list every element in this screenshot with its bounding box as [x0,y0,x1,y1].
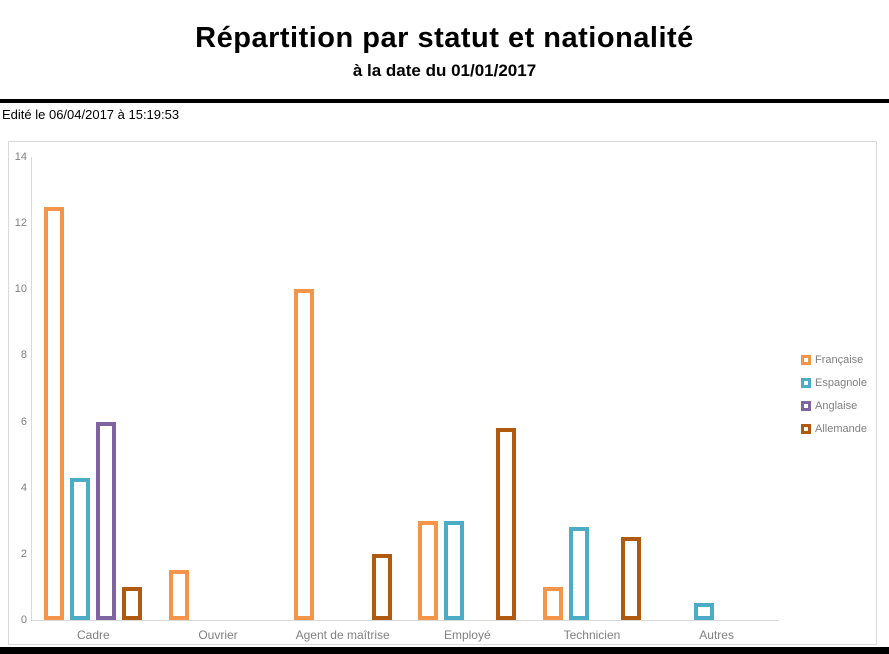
header-divider [0,99,889,103]
edited-timestamp: Edité le 06/04/2017 à 15:19:53 [2,107,180,122]
bar-group-autres [654,157,779,620]
y-tick-label-14: 14 [14,151,27,163]
bar-group-cadre [31,157,156,620]
page-title: Répartition par statut et nationalité [195,22,694,54]
bar-group-ouvrier [156,157,281,620]
bar-espagnole-technicien [568,527,589,620]
bar-group-agent-de-maitrise [280,157,405,620]
y-tick-label-2: 2 [20,547,27,560]
bar-allemande-technicien [620,537,641,620]
legend-swatch-icon [801,424,811,434]
page-subtitle: à la date du 01/01/2017 [352,61,537,80]
x-category-label-technicien: Technicien [563,628,621,642]
bar-espagnole-employe [444,520,465,620]
bar-francaise-employe [418,520,439,620]
legend-item-anglaise: Anglaise [801,399,867,413]
legend-item-allemande: Allemande [801,422,867,436]
bar-chart: 0 2 4 6 8 10 12 14 Cadre Ouvrier Agent de maîtris… [8,141,877,645]
y-tick-label-6: 6 [20,415,27,428]
legend-swatch-icon [801,401,811,411]
bar-francaise-technicien [542,586,563,620]
bar-espagnole-autres [693,603,714,620]
bar-francaise-ouvrier [168,570,189,620]
legend-label: Anglaise [815,400,858,412]
y-tick-label-0: 0 [20,614,27,626]
x-category-label-agent-de-maitrise: Agent de maîtrise [295,628,390,642]
bar-francaise-cadre [44,206,65,620]
legend-label: Allemande [815,423,867,435]
bar-allemande-cadre [122,586,143,620]
x-category-label-employe: Employé [443,628,491,642]
bar-anglaise-cadre [96,421,117,620]
legend-label: Française [815,354,864,366]
legend-item-espagnole: Espagnole [801,376,867,390]
bar-allemande-employe [496,428,517,620]
bar-group-employe [405,157,530,620]
footer-bar [0,647,889,654]
plot-area: Cadre Ouvrier Agent de maîtrise Employé Tech… [9,142,876,644]
bar-espagnole-cadre [70,477,91,620]
x-category-label-autres: Autres [699,628,734,642]
legend-item-francaise: Française [801,353,867,367]
y-axis-line [31,157,32,620]
bar-francaise-agent-de-maitrise [293,289,314,620]
y-tick-label-12: 12 [14,217,27,230]
y-tick-label-8: 8 [20,349,27,362]
x-category-label-ouvrier: Ouvrier [198,628,238,642]
x-category-label-cadre: Cadre [76,628,110,642]
y-tick-label-10: 10 [14,283,27,296]
legend-swatch-icon [801,378,811,388]
x-axis-line [31,620,779,621]
chart-legend: Française Espagnole Anglaise Allemande [801,353,867,445]
bar-group-technicien [530,157,655,620]
bar-allemande-agent-de-maitrise [371,553,392,620]
y-tick-label-4: 4 [20,481,27,494]
legend-swatch-icon [801,355,811,365]
legend-label: Espagnole [815,377,867,389]
